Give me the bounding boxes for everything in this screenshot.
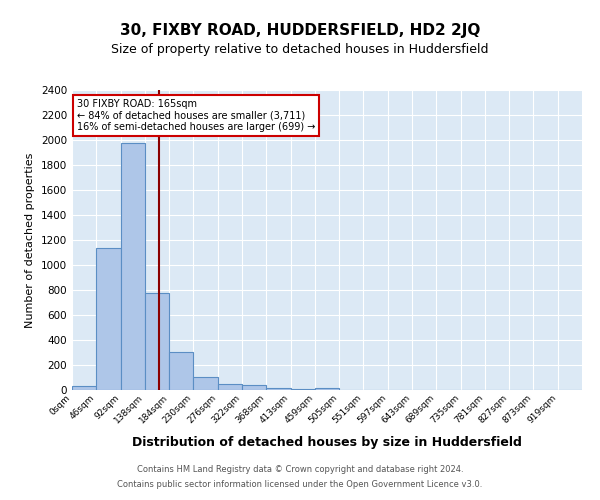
Text: 30, FIXBY ROAD, HUDDERSFIELD, HD2 2JQ: 30, FIXBY ROAD, HUDDERSFIELD, HD2 2JQ — [120, 22, 480, 38]
Bar — [218, 384, 242, 390]
X-axis label: Distribution of detached houses by size in Huddersfield: Distribution of detached houses by size … — [132, 436, 522, 449]
Bar — [290, 389, 315, 390]
Bar — [145, 292, 169, 390]
Bar — [315, 388, 339, 390]
Bar — [266, 388, 290, 390]
Bar — [242, 385, 266, 390]
Y-axis label: Number of detached properties: Number of detached properties — [25, 152, 35, 328]
Bar — [193, 377, 218, 390]
Bar — [72, 386, 96, 390]
Bar — [121, 142, 145, 390]
Text: Contains HM Land Registry data © Crown copyright and database right 2024.: Contains HM Land Registry data © Crown c… — [137, 465, 463, 474]
Text: 30 FIXBY ROAD: 165sqm
← 84% of detached houses are smaller (3,711)
16% of semi-d: 30 FIXBY ROAD: 165sqm ← 84% of detached … — [77, 99, 316, 132]
Bar — [96, 248, 121, 390]
Text: Size of property relative to detached houses in Huddersfield: Size of property relative to detached ho… — [111, 42, 489, 56]
Text: Contains public sector information licensed under the Open Government Licence v3: Contains public sector information licen… — [118, 480, 482, 489]
Bar — [169, 352, 193, 390]
